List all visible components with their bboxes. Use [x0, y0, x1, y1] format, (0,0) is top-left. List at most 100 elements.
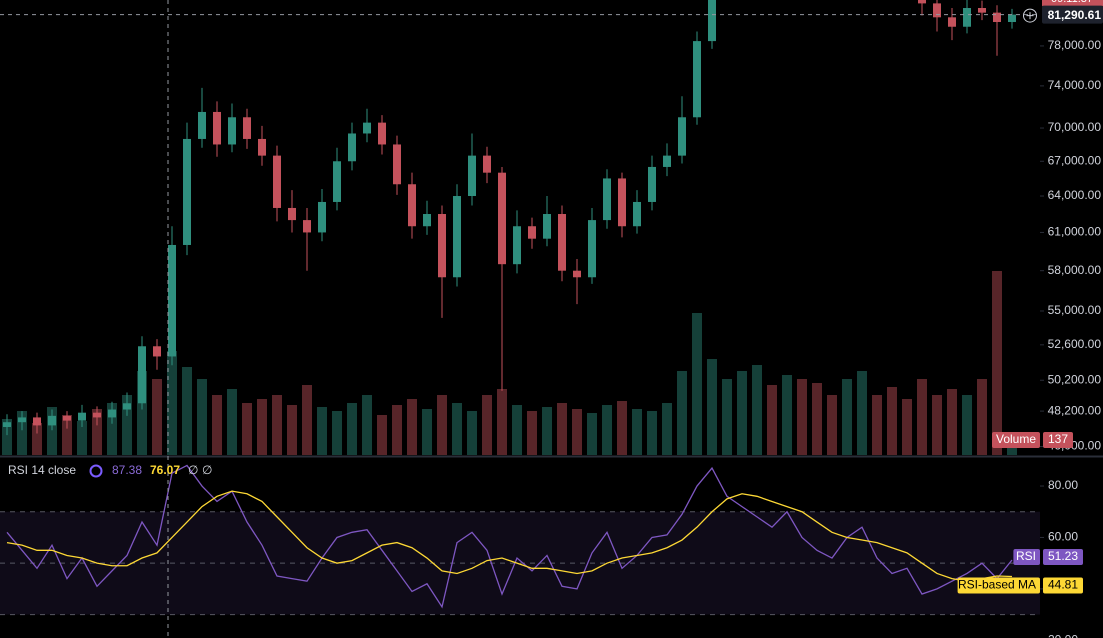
volume-name: Volume [996, 432, 1036, 446]
candle-body [78, 412, 86, 421]
volume-bar [977, 379, 987, 455]
candle-body [543, 214, 551, 239]
candle-body [378, 122, 386, 145]
add-button [1023, 8, 1037, 23]
candle-body [3, 422, 11, 428]
volume-bar [392, 405, 402, 455]
volume-bar [527, 411, 537, 455]
candle-body [138, 346, 146, 404]
series-name: RSI [1016, 549, 1036, 563]
volume-bar [827, 395, 837, 455]
volume-bar [947, 389, 957, 455]
y-tick-label: 52,600.00 [1048, 337, 1102, 351]
candle-body [33, 417, 41, 426]
volume-bar [62, 415, 72, 455]
add-button-plus [1026, 12, 1034, 20]
volume-bar [362, 395, 372, 455]
volume-bar [122, 395, 132, 455]
candle-body [108, 409, 116, 418]
y-tick-label: 74,000.00 [1048, 78, 1102, 92]
volume-bar [602, 405, 612, 455]
candle-body [573, 270, 581, 278]
candle-body [258, 138, 266, 156]
volume-bar [242, 403, 252, 455]
volume-bar [842, 379, 852, 455]
volume-bar [167, 351, 177, 455]
candle-body [363, 122, 371, 134]
volume-bar [317, 407, 327, 455]
y-tick-label: 60.00 [1048, 530, 1078, 544]
volume-bar [17, 411, 27, 455]
y-tick-label: 55,000.00 [1048, 303, 1102, 317]
candle-body [468, 155, 476, 197]
series-value: 44.81 [1048, 578, 1078, 592]
candle-body [648, 166, 656, 202]
series-value: 51.23 [1048, 549, 1078, 563]
candle-body [678, 117, 686, 156]
candle-body [213, 111, 221, 145]
volume-bar [497, 389, 507, 455]
y-tick-label: 58,000.00 [1048, 263, 1102, 277]
candle-body [933, 3, 941, 18]
volume-bar [962, 395, 972, 455]
candle-body [483, 155, 491, 173]
volume-bar [587, 413, 597, 455]
y-tick-label: 64,000.00 [1048, 188, 1102, 202]
settings-icon[interactable] [89, 464, 103, 478]
volume-bar [917, 379, 927, 455]
candle-body [438, 214, 446, 278]
volume-bar [107, 403, 117, 455]
y-tick-label: 48,200.00 [1048, 403, 1102, 417]
candle-body [48, 415, 56, 426]
volume-bar [212, 395, 222, 455]
candle-body [273, 155, 281, 208]
series-value-badge [1043, 549, 1083, 566]
volume-bar [557, 403, 567, 455]
candle-body [183, 138, 191, 245]
candle-body [348, 133, 356, 162]
candle-body [498, 172, 506, 265]
candle-body [588, 220, 596, 278]
candle-body [318, 201, 326, 233]
candle-body [408, 184, 416, 227]
candle-body [1008, 14, 1016, 23]
volume-bar [182, 367, 192, 455]
candle-body [663, 155, 671, 167]
candle-body [978, 8, 986, 13]
candle-body [63, 415, 71, 421]
volume-bar [272, 395, 282, 455]
volume-bar [647, 411, 657, 455]
volume-bar [47, 407, 57, 455]
candle-body [228, 117, 236, 145]
rsi-pane [0, 464, 1040, 616]
y-tick-label: 78,000.00 [1048, 38, 1102, 52]
volume-bar [677, 371, 687, 455]
ma-legend-value: 76.07 [150, 463, 180, 477]
series-name: RSI-based MA [958, 578, 1036, 592]
rsi-title: RSI 14 close [8, 463, 76, 477]
candle-body [243, 117, 251, 139]
series-name-badge [957, 577, 1040, 594]
candle-body [963, 8, 971, 27]
volume-bar [437, 395, 447, 455]
volume-bar [542, 407, 552, 455]
volume-bar [197, 379, 207, 455]
volume-bar [767, 385, 777, 455]
candle-body [618, 178, 626, 227]
y-tick-label: 80.00 [1048, 478, 1078, 492]
candle-body [603, 178, 611, 221]
candle-body [693, 41, 701, 118]
volume-bar [467, 411, 477, 455]
volume-bar [482, 395, 492, 455]
volume-bar [752, 365, 762, 455]
candle-body [633, 201, 641, 227]
rsi-legend: RSI 14 close 87.38 76.07 ∅ ∅ [8, 463, 212, 478]
y-tick-label: 67,000.00 [1048, 153, 1102, 167]
y-tick-label: 70,000.00 [1048, 120, 1102, 134]
series-value-badge [1043, 577, 1083, 594]
y-tick-label: 20.00 [1048, 632, 1078, 638]
volume-bar [707, 359, 717, 455]
last-price-label: 81,290.61 [1048, 8, 1102, 22]
volume-bar [932, 395, 942, 455]
